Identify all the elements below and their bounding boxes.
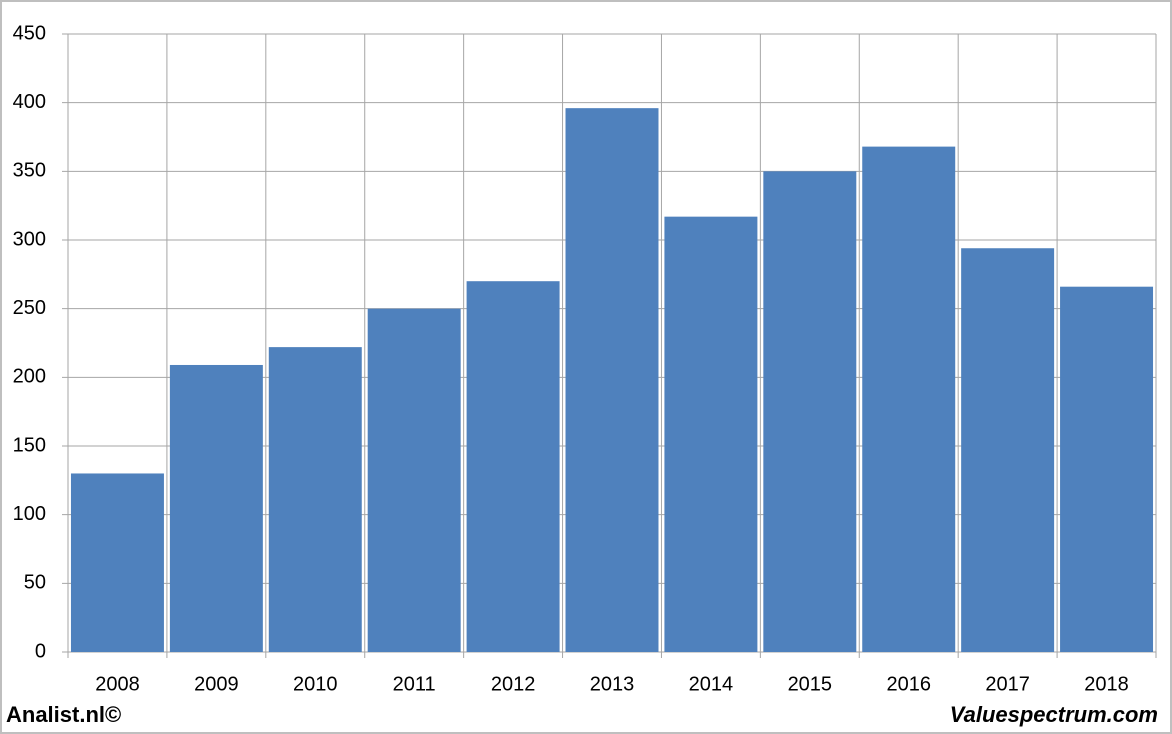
y-tick-label: 50 [24, 572, 46, 594]
x-tick-label: 2009 [194, 673, 239, 695]
x-tick-label: 2017 [985, 673, 1030, 695]
y-tick-label: 250 [13, 297, 46, 319]
x-tick-label: 2008 [95, 673, 140, 695]
x-tick-label: 2016 [886, 673, 931, 695]
y-tick-label: 0 [35, 640, 46, 662]
x-tick-label: 2014 [689, 673, 734, 695]
x-tick-label: 2012 [491, 673, 536, 695]
footer-right: Valuespectrum.com [950, 702, 1158, 727]
y-tick-label: 450 [13, 22, 46, 44]
x-tick-label: 2011 [393, 673, 436, 695]
x-tick-label: 2015 [788, 673, 833, 695]
y-tick-label: 300 [13, 228, 46, 250]
bar [664, 216, 758, 653]
x-tick-label: 2010 [293, 673, 338, 695]
y-tick-label: 200 [13, 366, 46, 388]
bar [169, 364, 263, 652]
bar [1060, 286, 1154, 652]
x-tick-label: 2018 [1084, 673, 1129, 695]
bar [268, 347, 362, 652]
bar [961, 248, 1055, 653]
y-tick-label: 100 [13, 503, 46, 525]
y-tick-label: 400 [13, 91, 46, 113]
bar [763, 171, 857, 653]
bar [565, 108, 659, 652]
bar [466, 281, 560, 652]
bar [70, 473, 164, 652]
footer-left: Analist.nl© [6, 702, 121, 727]
y-tick-label: 150 [13, 434, 46, 456]
x-tick-label: 2013 [590, 673, 635, 695]
bar [367, 308, 461, 652]
bar [862, 146, 956, 652]
y-tick-label: 350 [13, 160, 46, 182]
